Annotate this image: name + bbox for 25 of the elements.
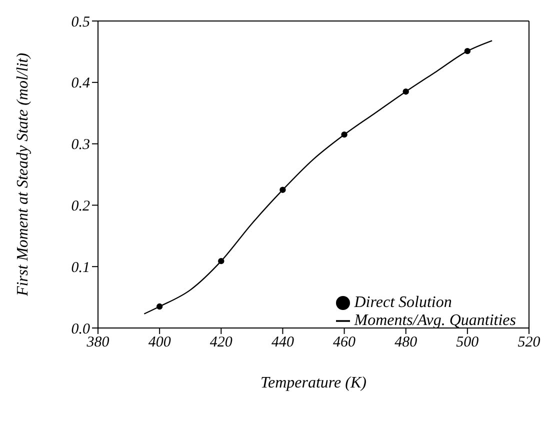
x-tick-label: 480 bbox=[394, 334, 418, 351]
point bbox=[280, 186, 286, 193]
y-tick-label: 0.4 bbox=[71, 76, 90, 92]
y-tick-label: 0.3 bbox=[71, 137, 90, 154]
x-tick-label: 400 bbox=[148, 334, 172, 351]
point bbox=[218, 258, 224, 264]
point bbox=[402, 88, 409, 95]
point bbox=[464, 48, 471, 54]
x-tick-label: 460 bbox=[333, 334, 356, 351]
x-tick-label: 520 bbox=[518, 334, 541, 351]
x-tick-label: 420 bbox=[210, 334, 233, 351]
point bbox=[341, 132, 348, 138]
y-tick-label: 0.2 bbox=[71, 198, 90, 215]
y-tick-label: 0.0 bbox=[71, 321, 90, 338]
y-tick-label: 0.1 bbox=[71, 260, 90, 276]
legend-label: Direct Solution bbox=[354, 294, 452, 311]
x-tick-label: 380 bbox=[86, 334, 110, 351]
point bbox=[156, 303, 163, 310]
x-tick-label: 500 bbox=[456, 334, 480, 351]
y-tick-label: 0.5 bbox=[71, 14, 90, 30]
y-axis-title: First Moment at Steady State (mol/lit) bbox=[14, 52, 32, 298]
legend-label: Moments/Avg. Quantities bbox=[354, 312, 516, 329]
x-axis-title: Temperature (K) bbox=[260, 374, 366, 392]
x-tick-label: 440 bbox=[271, 334, 294, 351]
line-series bbox=[144, 40, 493, 314]
